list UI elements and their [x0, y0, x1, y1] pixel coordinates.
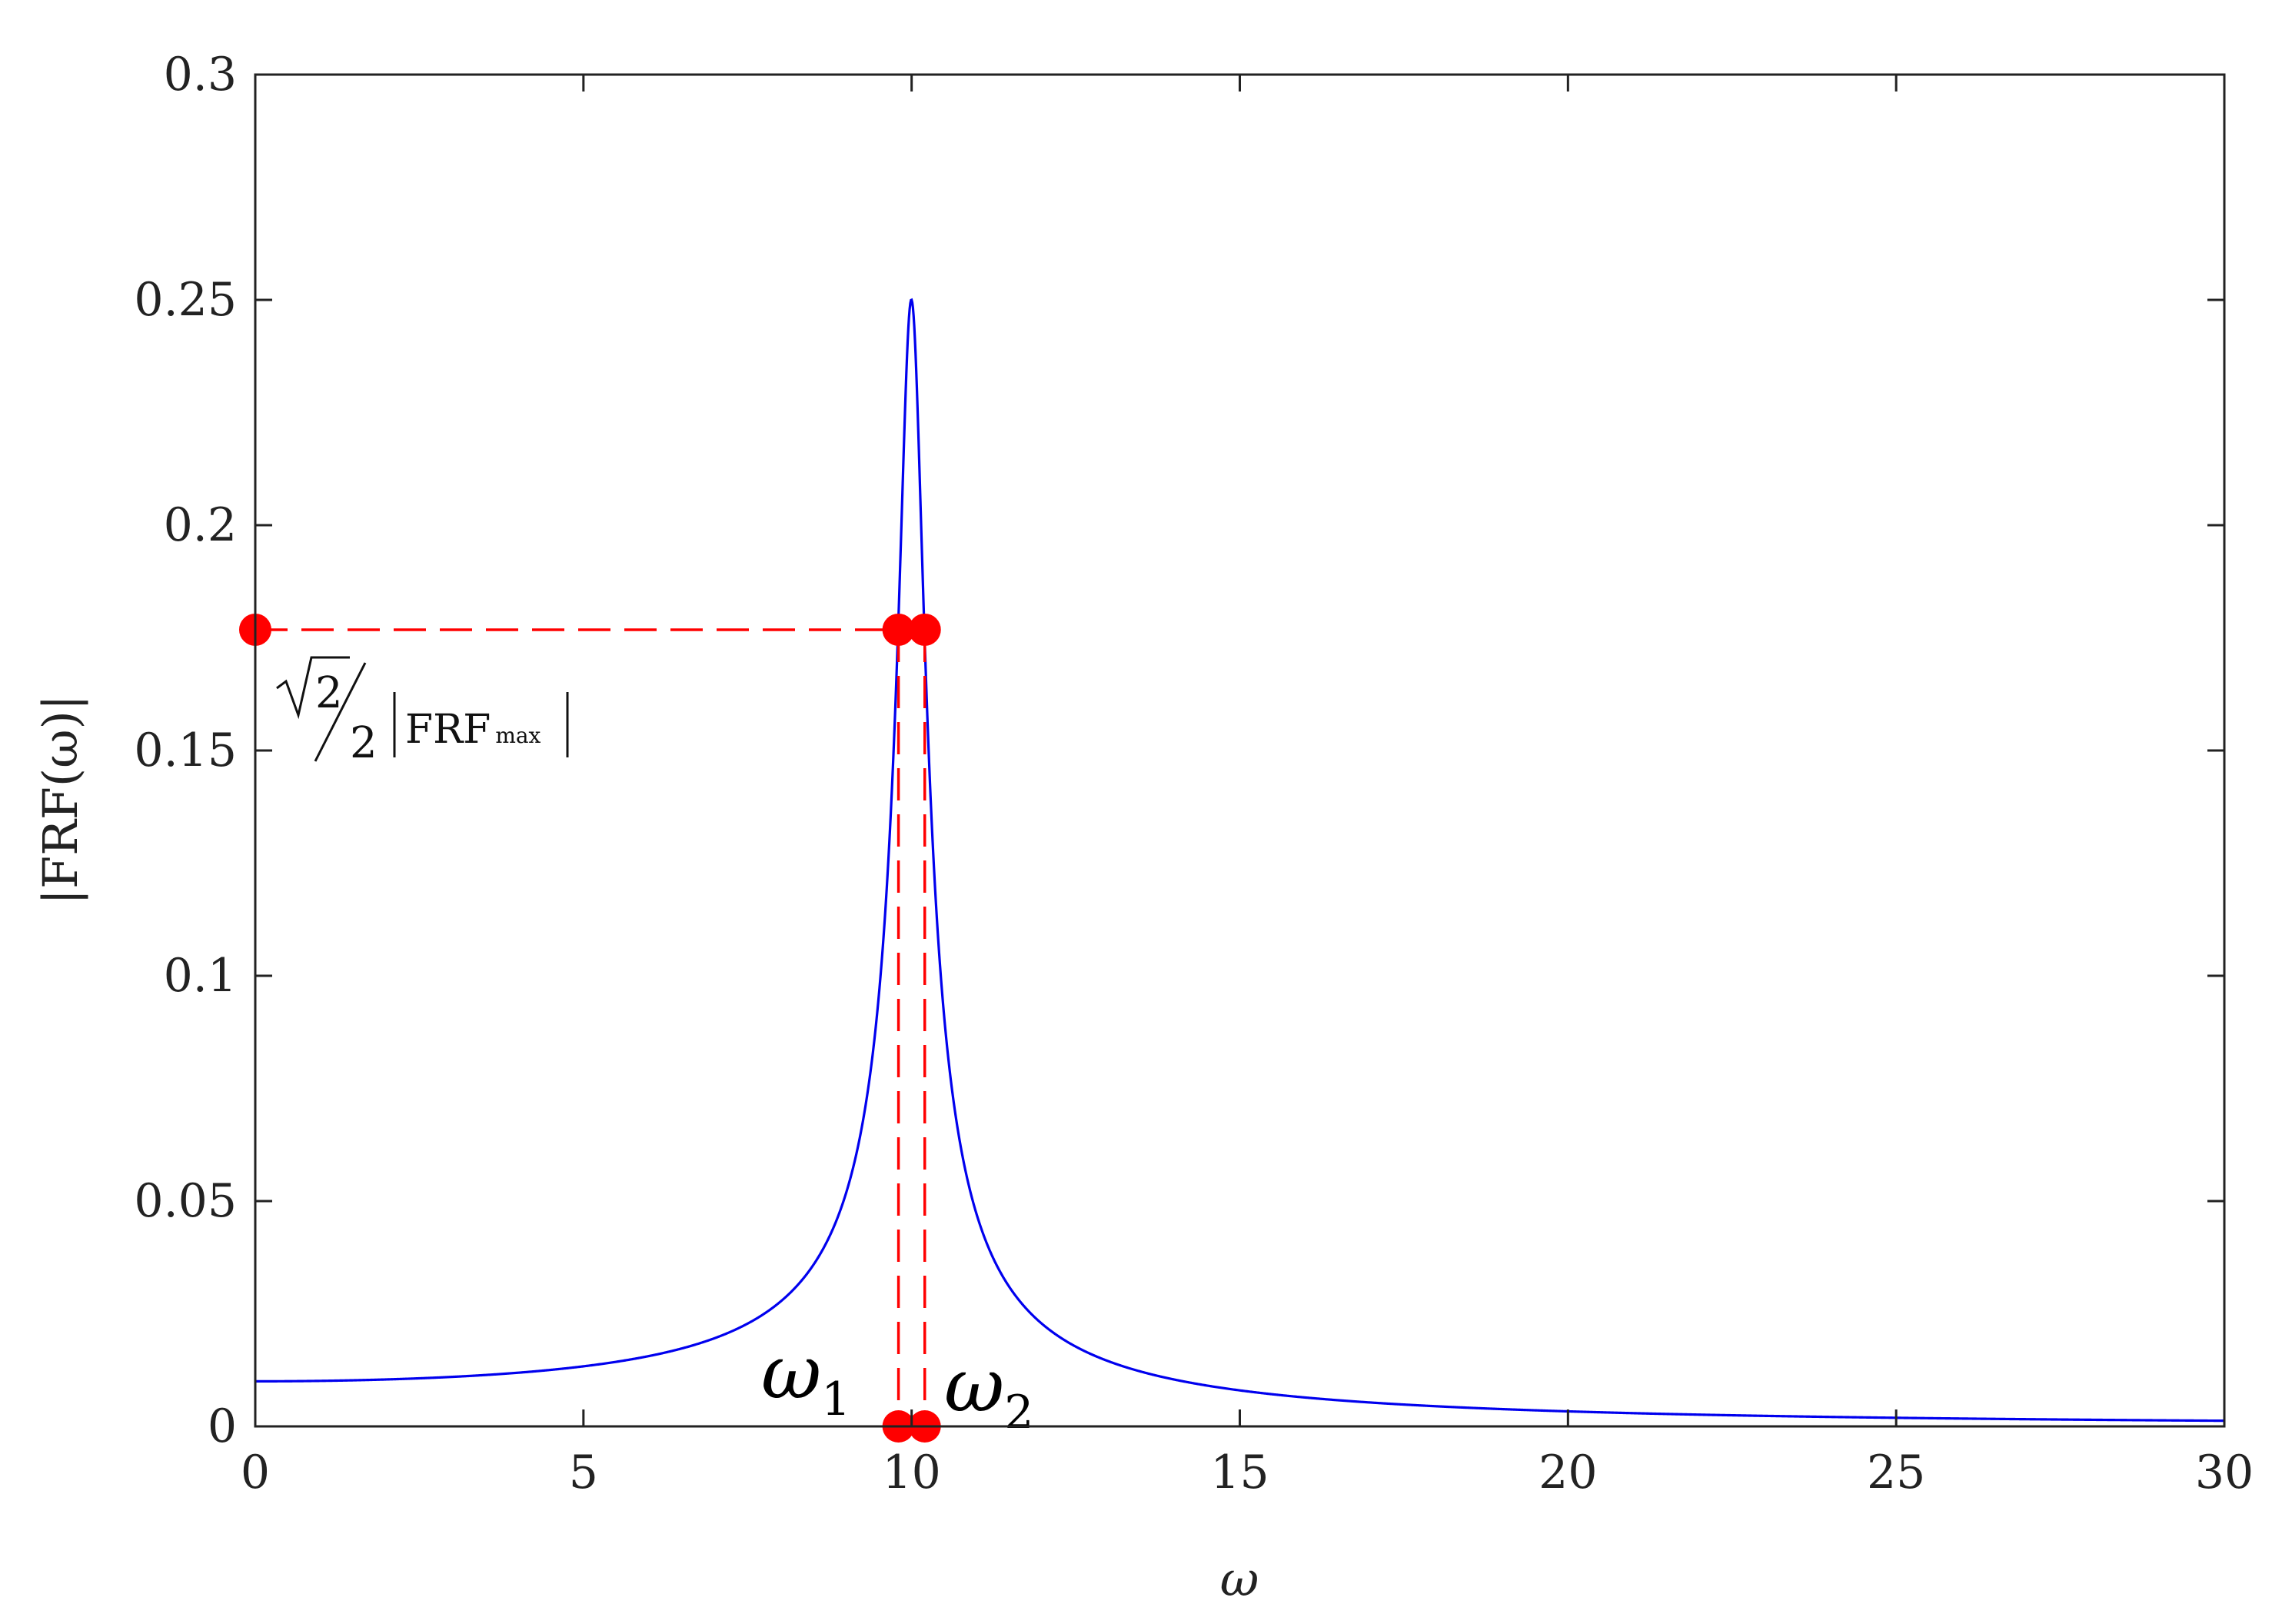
omega2-label-subscript: 2 [1004, 1386, 1033, 1439]
axes-layer: 0 5 10 15 20 25 30 0 0.05 0.1 0.15 0.2 0.25 0.3 [134, 48, 2254, 1499]
x-axis-label: ω [1220, 1551, 1259, 1607]
x-tick-label: 20 [1539, 1446, 1597, 1499]
y-tick-label: 0.25 [134, 273, 237, 327]
x-tick-label: 15 [1210, 1446, 1269, 1499]
level-marker-omega1 [882, 613, 915, 646]
y-tick-label: 0.05 [134, 1174, 237, 1228]
fraction-slash [314, 662, 367, 762]
x-tick-label: 5 [569, 1446, 598, 1499]
y-tick-label: 0.1 [164, 949, 237, 1003]
y-tick-label: 0.15 [134, 724, 237, 777]
x-tick-label: 30 [2195, 1446, 2254, 1499]
x-tick-label: 25 [1867, 1446, 1925, 1499]
omega1-label-subscript: 1 [821, 1373, 850, 1426]
y-tick-label: 0 [208, 1399, 237, 1453]
x-tick-label: 10 [882, 1446, 940, 1499]
frf-max-subscript: max [495, 723, 541, 748]
y-tick-label: 0.2 [164, 498, 237, 552]
sqrt-sign [276, 656, 350, 720]
fraction-denominator: 2 [350, 718, 378, 768]
sqrt-radicand: 2 [315, 668, 343, 718]
level-marker-omega2 [908, 613, 941, 646]
x-tick-label: 0 [241, 1446, 270, 1499]
y-axis-label: |FRF(ω)| [32, 694, 88, 904]
y-tick-label: 0.3 [164, 48, 237, 102]
